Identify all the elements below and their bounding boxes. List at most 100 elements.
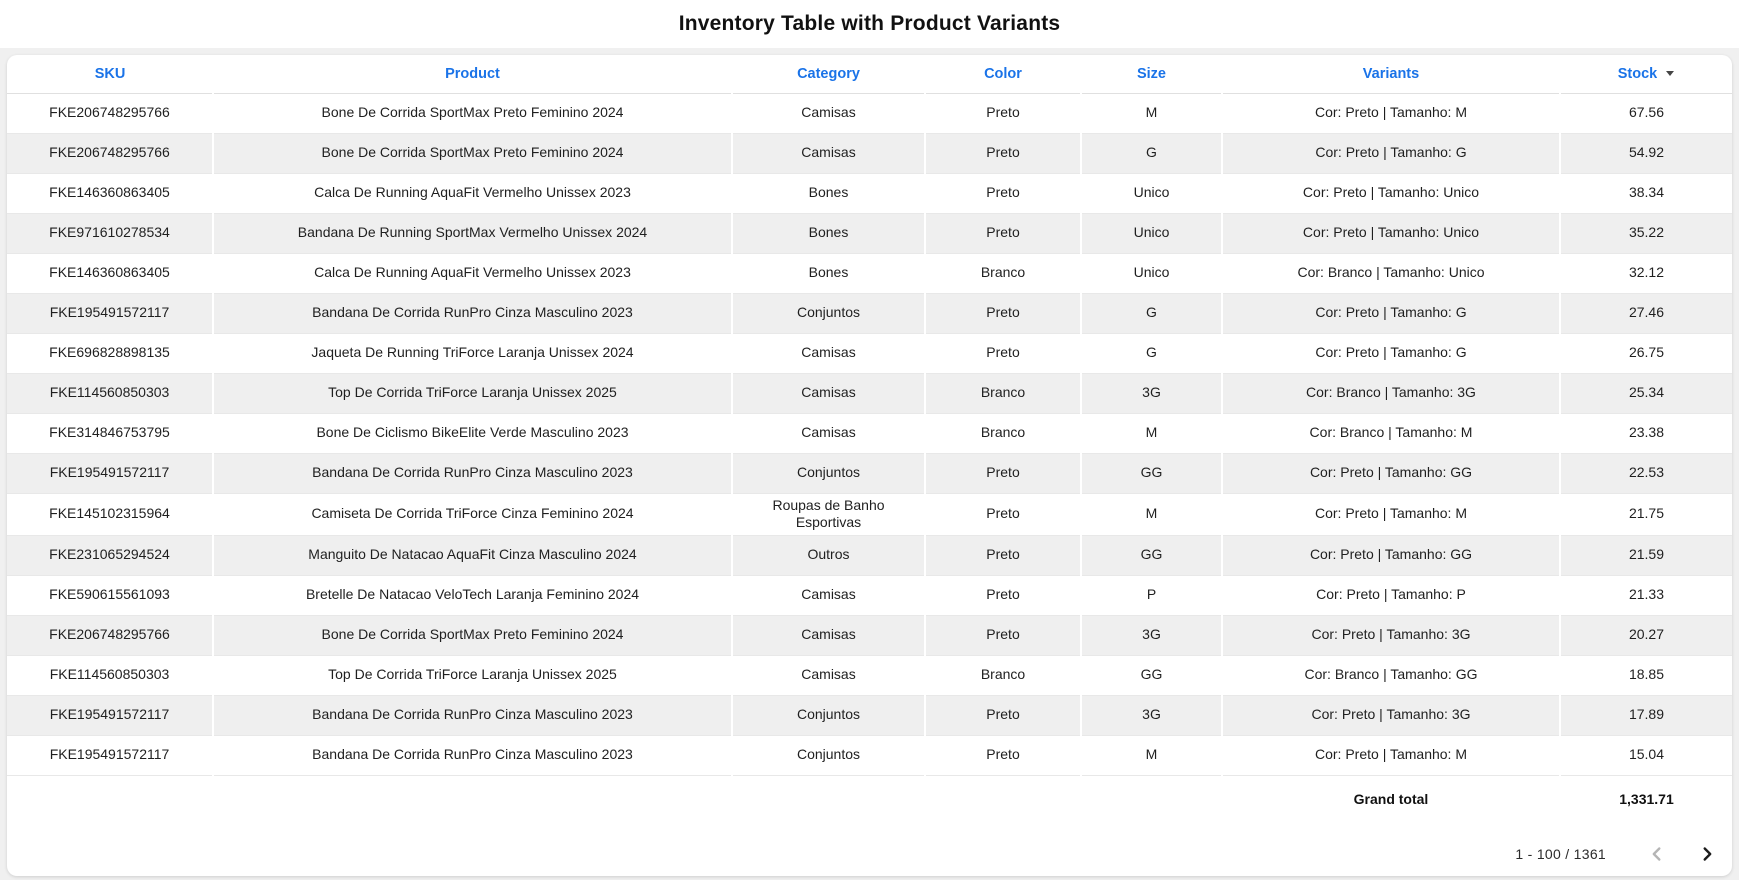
cell-variants: Cor: Preto | Tamanho: G: [1221, 133, 1560, 174]
cell-variants: Cor: Branco | Tamanho: M: [1221, 413, 1560, 454]
cell-product: Jaqueta De Running TriForce Laranja Unis…: [212, 333, 732, 374]
table-row: FKE114560850303 Top De Corrida TriForce L…: [7, 373, 1732, 414]
cell-category: Camisas: [731, 333, 925, 374]
cell-sku: FKE971610278534: [7, 213, 213, 254]
cell-sku: FKE114560850303: [7, 655, 213, 696]
cell-stock: 32.12: [1559, 253, 1732, 294]
table-row: FKE146360863405 Calca De Running AquaFit …: [7, 253, 1732, 294]
cell-variants: Cor: Branco | Tamanho: GG: [1221, 655, 1560, 696]
cell-sku: FKE146360863405: [7, 173, 213, 214]
grand-total-empty-cell: [731, 774, 925, 822]
cell-category: Camisas: [731, 93, 925, 134]
cell-product: Bone De Corrida SportMax Preto Feminino …: [212, 93, 732, 134]
table-row: FKE195491572117 Bandana De Corrida RunPro…: [7, 293, 1732, 334]
grand-total-empty-cell: [7, 774, 213, 822]
grand-total-value: 1,331.71: [1559, 774, 1732, 822]
cell-variants: Cor: Preto | Tamanho: 3G: [1221, 615, 1560, 656]
column-header-size[interactable]: Size: [1081, 55, 1222, 94]
column-header-label: Category: [797, 65, 860, 82]
cell-variants: Cor: Branco | Tamanho: 3G: [1221, 373, 1560, 414]
cell-color: Preto: [924, 173, 1081, 214]
cell-stock: 21.59: [1559, 535, 1732, 576]
column-header-label: Color: [984, 65, 1022, 82]
cell-sku: FKE195491572117: [7, 735, 213, 776]
cell-color: Preto: [924, 293, 1081, 334]
cell-variants: Cor: Branco | Tamanho: Unico: [1221, 253, 1560, 294]
cell-size: Unico: [1080, 173, 1222, 214]
cell-color: Preto: [924, 493, 1081, 536]
cell-variants: Cor: Preto | Tamanho: GG: [1221, 535, 1560, 576]
cell-color: Branco: [924, 253, 1081, 294]
column-header-label: Product: [445, 65, 500, 82]
cell-color: Preto: [924, 213, 1081, 254]
column-header-color[interactable]: Color: [925, 55, 1081, 94]
cell-size: G: [1080, 293, 1222, 334]
cell-product: Calca De Running AquaFit Vermelho Unisse…: [212, 173, 732, 214]
cell-sku: FKE145102315964: [7, 493, 213, 536]
cell-color: Preto: [924, 535, 1081, 576]
cell-sku: FKE195491572117: [7, 695, 213, 736]
cell-size: GG: [1080, 655, 1222, 696]
cell-stock: 27.46: [1559, 293, 1732, 334]
next-page-button[interactable]: [1694, 841, 1720, 867]
cell-color: Preto: [924, 695, 1081, 736]
cell-variants: Cor: Preto | Tamanho: M: [1221, 493, 1560, 536]
cell-size: G: [1080, 333, 1222, 374]
table-row: FKE195491572117 Bandana De Corrida RunPro…: [7, 695, 1732, 736]
column-header-label: Stock: [1617, 65, 1658, 82]
cell-category: Bones: [731, 253, 925, 294]
prev-page-button: [1644, 841, 1670, 867]
cell-stock: 18.85: [1559, 655, 1732, 696]
cell-category: Camisas: [731, 575, 925, 616]
cell-sku: FKE195491572117: [7, 453, 213, 494]
table-row: FKE206748295766 Bone De Corrida SportMax …: [7, 615, 1732, 656]
page-title: Inventory Table with Product Variants: [678, 12, 1061, 35]
cell-product: Bone De Corrida SportMax Preto Feminino …: [212, 615, 732, 656]
cell-category: Camisas: [731, 373, 925, 414]
cell-category: Outros: [731, 535, 925, 576]
grand-total-empty-cell: [1080, 774, 1222, 822]
cell-sku: FKE314846753795: [7, 413, 213, 454]
grand-total-empty-cell: [924, 774, 1081, 822]
cell-size: M: [1080, 735, 1222, 776]
cell-category: Conjuntos: [731, 453, 925, 494]
cell-product: Manguito De Natacao AquaFit Cinza Mascul…: [212, 535, 732, 576]
grand-total-empty-cell: [212, 774, 732, 822]
table-row: FKE971610278534 Bandana De Running SportM…: [7, 213, 1732, 254]
column-header-stock[interactable]: Stock: [1560, 55, 1732, 94]
header-row: SKU Product Category Color Size Variants…: [7, 55, 1732, 94]
cell-stock: 21.75: [1559, 493, 1732, 536]
cell-stock: 25.34: [1559, 373, 1732, 414]
cell-color: Preto: [924, 333, 1081, 374]
cell-color: Preto: [924, 453, 1081, 494]
cell-category: Roupas de Banho Esportivas: [731, 493, 925, 536]
cell-size: M: [1080, 493, 1222, 536]
cell-color: Preto: [924, 575, 1081, 616]
cell-sku: FKE590615561093: [7, 575, 213, 616]
cell-variants: Cor: Preto | Tamanho: P: [1221, 575, 1560, 616]
cell-stock: 15.04: [1559, 735, 1732, 776]
table-row: FKE314846753795 Bone De Ciclismo BikeElit…: [7, 413, 1732, 454]
cell-stock: 67.56: [1559, 93, 1732, 134]
cell-product: Bandana De Corrida RunPro Cinza Masculin…: [212, 293, 732, 334]
cell-category: Camisas: [731, 615, 925, 656]
cell-product: Bone De Ciclismo BikeElite Verde Masculi…: [212, 413, 732, 454]
cell-sku: FKE206748295766: [7, 93, 213, 134]
table-row: FKE206748295766 Bone De Corrida SportMax …: [7, 133, 1732, 174]
cell-size: 3G: [1080, 615, 1222, 656]
cell-category: Conjuntos: [731, 293, 925, 334]
column-header-sku[interactable]: SKU: [7, 55, 213, 94]
cell-variants: Cor: Preto | Tamanho: G: [1221, 293, 1560, 334]
column-header-category[interactable]: Category: [732, 55, 925, 94]
cell-size: Unico: [1080, 213, 1222, 254]
column-header-variants[interactable]: Variants: [1222, 55, 1560, 94]
cell-category: Camisas: [731, 413, 925, 454]
column-header-product[interactable]: Product: [213, 55, 732, 94]
cell-variants: Cor: Preto | Tamanho: Unico: [1221, 213, 1560, 254]
table-row: FKE146360863405 Calca De Running AquaFit …: [7, 173, 1732, 214]
table-body: FKE206748295766 Bone De Corrida SportMax …: [7, 93, 1732, 776]
cell-category: Conjuntos: [731, 735, 925, 776]
table-row: FKE195491572117 Bandana De Corrida RunPro…: [7, 453, 1732, 494]
cell-size: M: [1080, 413, 1222, 454]
cell-variants: Cor: Preto | Tamanho: M: [1221, 93, 1560, 134]
